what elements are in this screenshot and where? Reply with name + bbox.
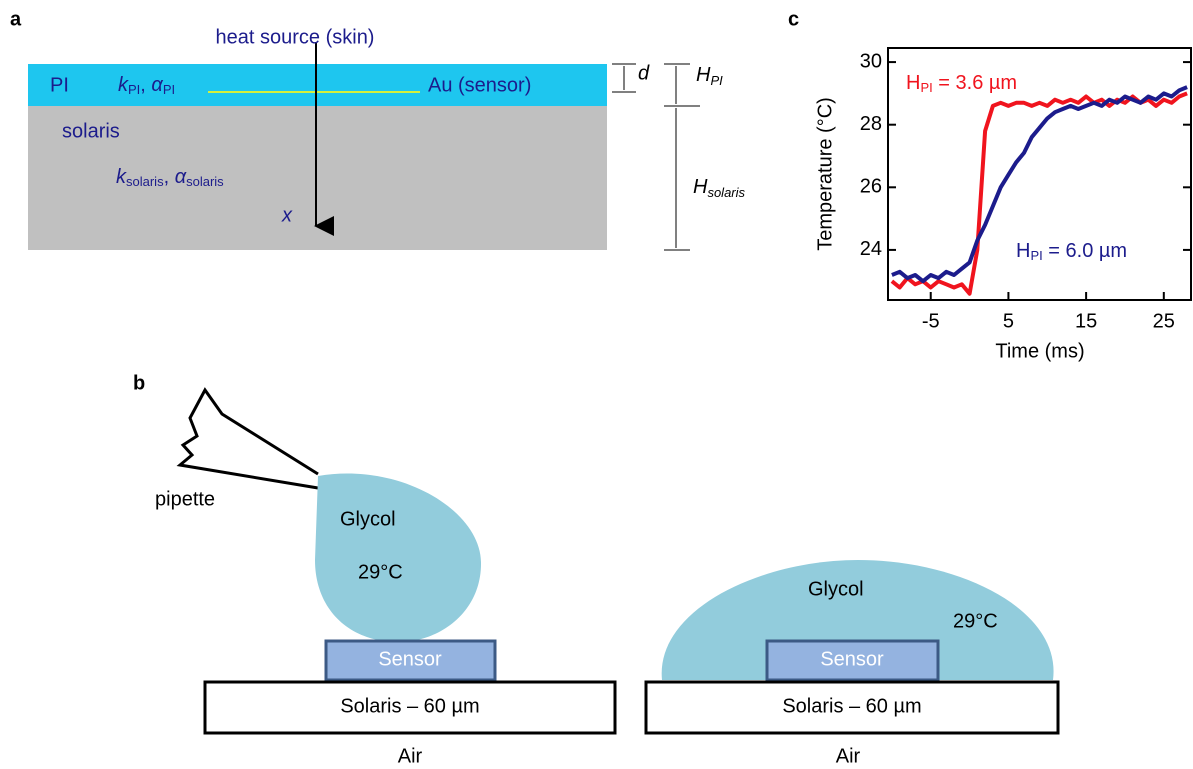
- x-axis-label: Time (ms): [995, 340, 1084, 362]
- y-tick-label: 30: [860, 50, 882, 72]
- plot-frame: [887, 47, 1192, 301]
- pi-label: PI: [50, 74, 69, 96]
- h-solaris-label: Hsolaris: [693, 176, 746, 200]
- air: Air: [398, 745, 423, 767]
- sensor: [765, 639, 940, 682]
- pi-params: kPI, αPI: [118, 74, 175, 97]
- h: H: [693, 176, 708, 198]
- substrate-label: Solaris – 60 µm: [782, 695, 921, 717]
- y-tick-label: 26: [860, 176, 882, 198]
- series-annotation: HPI = 6.0 µm: [1016, 240, 1127, 263]
- glycol: Glycol: [340, 508, 396, 530]
- h: H: [906, 72, 920, 94]
- substrate-label: Solaris – 60 µm: [340, 695, 479, 717]
- pipette-label: pipette: [155, 488, 215, 510]
- rest: = 3.6 µm: [933, 72, 1017, 94]
- heat-source: heat source (skin): [216, 26, 375, 48]
- sub: PI: [920, 80, 932, 95]
- sub: PI: [710, 73, 723, 88]
- sensor: [324, 639, 497, 682]
- panel-label: c: [788, 8, 799, 30]
- glycol-drop: [315, 473, 482, 642]
- x-tick-label: -5: [922, 310, 940, 332]
- sub: PI: [163, 82, 175, 97]
- sub: PI: [128, 82, 140, 97]
- x-tick-label: 5: [1003, 310, 1014, 332]
- solaris-label: solaris: [62, 120, 120, 142]
- sub: solaris: [126, 174, 164, 189]
- glycol-spread: [661, 560, 1054, 680]
- sep: ,: [140, 74, 151, 96]
- series-annotation: HPI = 3.6 µm: [906, 72, 1017, 95]
- h-pi-label: HPI: [696, 64, 723, 88]
- series-line: [891, 85, 1188, 284]
- y-tick-label: 28: [860, 113, 882, 135]
- alpha: α: [151, 74, 163, 96]
- substrate: [203, 680, 617, 735]
- solaris-params: ksolaris, αsolaris: [116, 166, 224, 189]
- air: Air: [836, 745, 861, 767]
- x-tick-label: 25: [1153, 310, 1175, 332]
- k: k: [116, 166, 127, 188]
- panel-label: a: [10, 8, 22, 30]
- sep: ,: [164, 166, 175, 188]
- k: k: [118, 74, 129, 96]
- au-label: Au (sensor): [428, 74, 531, 96]
- sub: PI: [1030, 248, 1042, 263]
- rest: = 6.0 µm: [1043, 240, 1127, 262]
- sensor-label: Sensor: [378, 648, 442, 670]
- temperature: 29°C: [358, 561, 403, 583]
- y-axis-label: Temperature (°C): [814, 97, 836, 251]
- glycol: Glycol: [808, 578, 864, 600]
- substrate: [644, 680, 1060, 735]
- d-label: d: [638, 62, 650, 84]
- panel-label: b: [133, 372, 145, 394]
- h: H: [696, 64, 711, 86]
- y-tick-label: 24: [860, 238, 882, 260]
- sub: solaris: [707, 185, 745, 200]
- dimensions: [612, 63, 700, 251]
- sub: solaris: [186, 174, 224, 189]
- pi-layer: [28, 64, 607, 106]
- alpha: α: [175, 166, 187, 188]
- x-label: x: [281, 204, 293, 226]
- series-line: [890, 91, 1188, 296]
- x-tick-label: 15: [1075, 310, 1097, 332]
- h: H: [1016, 240, 1030, 262]
- pipette: [176, 387, 319, 490]
- sensor-label: Sensor: [820, 648, 884, 670]
- temperature: 29°C: [953, 610, 998, 632]
